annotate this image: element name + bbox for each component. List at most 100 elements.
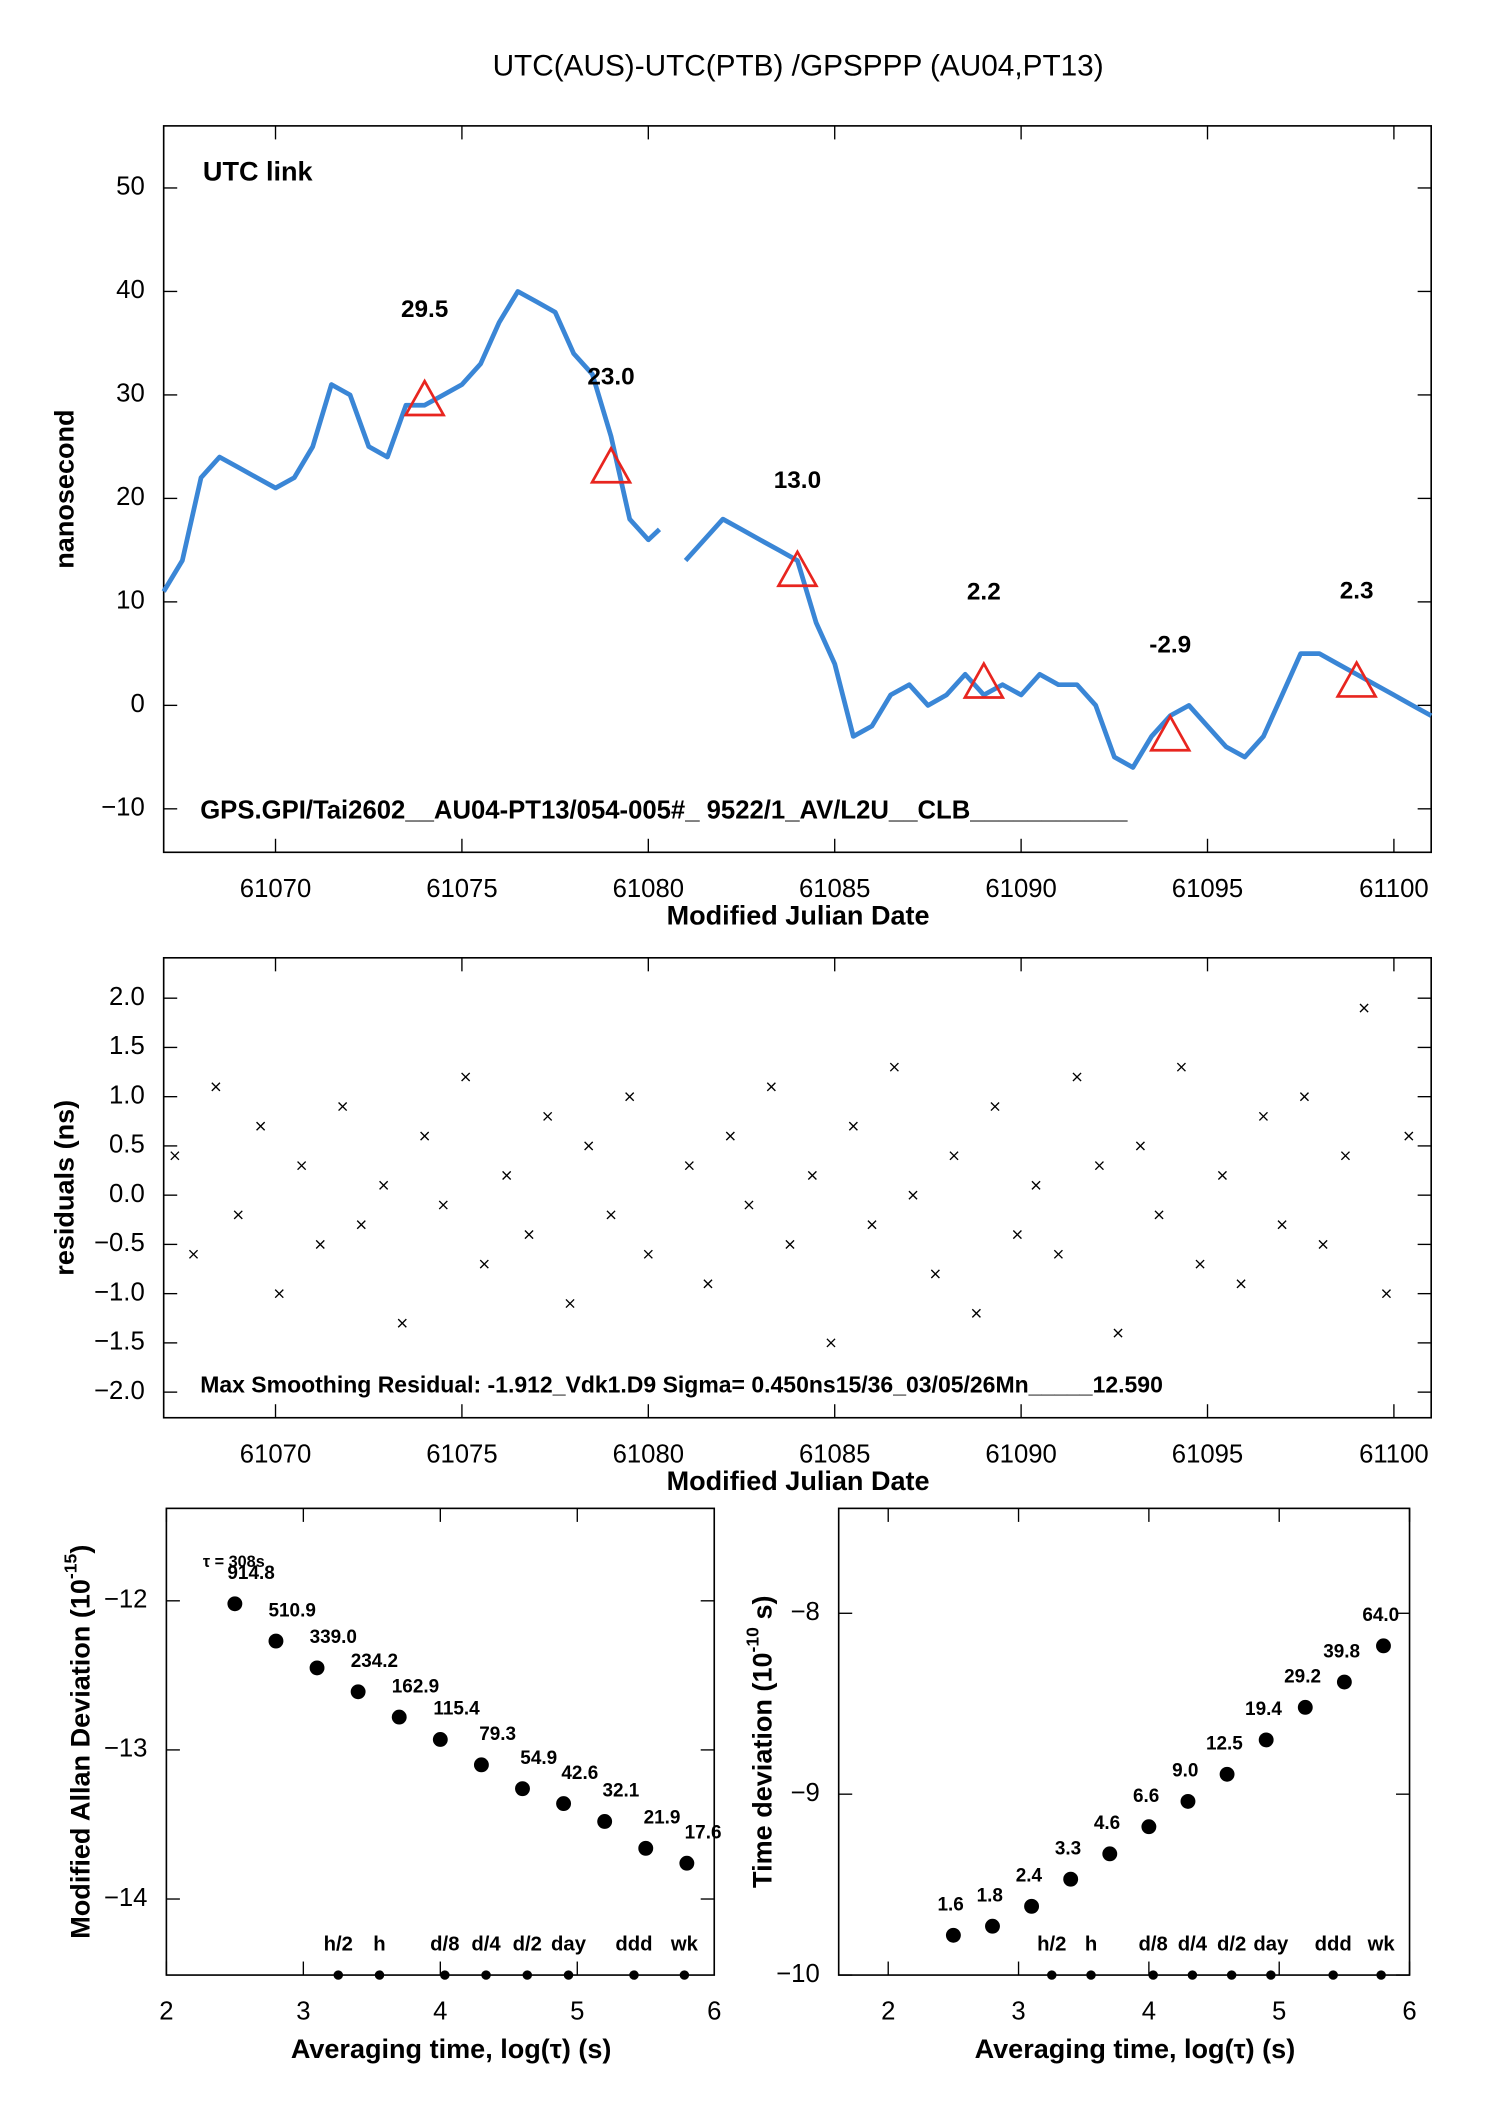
x-tick-label: 61080 bbox=[613, 875, 684, 903]
residual-point bbox=[1318, 1239, 1328, 1249]
data-point bbox=[1180, 1793, 1196, 1809]
x-tick-label: 61080 bbox=[613, 1440, 684, 1468]
y-axis-label: Time deviation (10-10 s) bbox=[742, 1595, 777, 1887]
residual-point bbox=[867, 1220, 877, 1230]
y-tick-label: −1.0 bbox=[94, 1278, 145, 1306]
residual-point bbox=[1135, 1141, 1145, 1151]
residual-point bbox=[1094, 1161, 1104, 1171]
interval-dot bbox=[629, 1970, 639, 1980]
interval-label: d/4 bbox=[1178, 1934, 1208, 1956]
interval-label: day bbox=[551, 1934, 587, 1956]
point-label: 64.0 bbox=[1362, 1605, 1399, 1626]
residual-point bbox=[930, 1269, 940, 1279]
triangle-marker bbox=[1335, 659, 1378, 698]
residual-point bbox=[1404, 1131, 1414, 1141]
y-axis-label-text: residuals (ns) bbox=[49, 1100, 79, 1276]
marker-label: 29.5 bbox=[401, 296, 448, 323]
figure-title: UTC(AUS)-UTC(PTB) /GPSPPP (AU04,PT13) bbox=[493, 50, 1104, 83]
x-tick-label: 6 bbox=[707, 1998, 721, 2026]
x-tick-label: 61100 bbox=[1359, 1440, 1429, 1468]
y-tick-label: −10 bbox=[776, 1960, 820, 1988]
data-point bbox=[1258, 1732, 1274, 1748]
interval-label: h/2 bbox=[324, 1934, 353, 1956]
residual-point bbox=[785, 1239, 795, 1249]
data-point bbox=[556, 1796, 572, 1812]
plot-frame bbox=[162, 956, 1432, 1419]
annotation: UTC link bbox=[203, 156, 314, 186]
interval-dot bbox=[1086, 1970, 1096, 1980]
interval-dot bbox=[374, 1970, 385, 1980]
data-point bbox=[432, 1732, 448, 1747]
x-axis-label: Modified Julian Date bbox=[667, 900, 930, 930]
data-point bbox=[945, 1927, 961, 1943]
y-axis-label: residuals (ns) bbox=[49, 1100, 79, 1276]
data-line bbox=[161, 289, 1433, 770]
data-point bbox=[985, 1918, 1000, 1934]
plot-frame bbox=[837, 1507, 1411, 1976]
residual-point bbox=[1299, 1092, 1309, 1102]
footer-note: Max Smoothing Residual: -1.912_Vdk1.D9 S… bbox=[200, 1372, 1163, 1398]
data-point bbox=[1063, 1871, 1079, 1887]
y-tick-label: −9 bbox=[790, 1779, 819, 1807]
y-axis-label: Modified Allan Deviation (10-15) bbox=[60, 1545, 95, 1939]
residual-point bbox=[502, 1170, 512, 1180]
data-point bbox=[391, 1709, 407, 1725]
data-point bbox=[679, 1855, 695, 1871]
residual-point bbox=[766, 1082, 776, 1092]
marker-label: 2.3 bbox=[1340, 578, 1374, 605]
residual-point bbox=[1072, 1072, 1082, 1082]
x-tick-label: 61100 bbox=[1359, 875, 1429, 903]
y-axis-label-exponent: -15 bbox=[60, 1553, 80, 1579]
interval-label: ddd bbox=[1315, 1934, 1352, 1956]
y-tick-label: 20 bbox=[116, 483, 145, 511]
residual-point bbox=[725, 1131, 735, 1141]
interval-dot bbox=[440, 1970, 450, 1980]
x-axis-label: Averaging time, log(τ) (s) bbox=[291, 2034, 612, 2064]
residual-point bbox=[584, 1141, 594, 1151]
y-tick-label: −10 bbox=[101, 794, 145, 822]
residual-point bbox=[1277, 1220, 1287, 1230]
residual-point bbox=[297, 1161, 307, 1171]
interval-label: d/8 bbox=[430, 1934, 459, 1956]
data-point bbox=[268, 1633, 284, 1649]
data-point bbox=[1376, 1638, 1391, 1654]
residual-point bbox=[703, 1279, 713, 1289]
x-tick-label: 2 bbox=[159, 1998, 173, 2026]
triangle-marker bbox=[962, 660, 1006, 699]
interval-dot bbox=[1226, 1970, 1237, 1980]
y-axis-label-text: nanosecond bbox=[49, 409, 79, 568]
x-tick-label: 4 bbox=[433, 1998, 447, 2026]
residual-point bbox=[438, 1200, 448, 1210]
y-axis-label-text: Modified Allan Deviation (10 bbox=[66, 1579, 96, 1939]
y-tick-label: 30 bbox=[116, 380, 145, 408]
residual-point bbox=[1340, 1151, 1350, 1161]
point-label: 9.0 bbox=[1172, 1761, 1198, 1782]
residual-point bbox=[543, 1111, 553, 1121]
residual-point bbox=[606, 1210, 616, 1220]
residual-point bbox=[684, 1161, 694, 1171]
y-tick-label: −2.0 bbox=[94, 1377, 145, 1405]
residual-point bbox=[211, 1082, 221, 1092]
y-tick-label: 1.5 bbox=[109, 1032, 145, 1060]
point-label: 54.9 bbox=[520, 1748, 557, 1769]
y-tick-label: −1.5 bbox=[94, 1328, 145, 1356]
data-point bbox=[1102, 1846, 1118, 1862]
x-axis-label: Averaging time, log(τ) (s) bbox=[975, 2034, 1296, 2064]
residual-point bbox=[971, 1308, 981, 1318]
interval-dot bbox=[333, 1970, 344, 1980]
point-label: 1.8 bbox=[977, 1885, 1003, 1906]
point-label: 162.9 bbox=[392, 1676, 439, 1697]
interval-label: h bbox=[373, 1934, 385, 1956]
interval-dot bbox=[1047, 1970, 1057, 1980]
data-point bbox=[309, 1660, 325, 1676]
residual-point bbox=[256, 1121, 266, 1131]
interval-dot bbox=[1148, 1970, 1158, 1980]
x-tick-label: 61075 bbox=[426, 1440, 497, 1468]
marker-label: 13.0 bbox=[774, 467, 821, 494]
interval-dot bbox=[1266, 1970, 1276, 1980]
residual-point bbox=[1359, 1003, 1369, 1013]
point-label: 6.6 bbox=[1133, 1786, 1159, 1807]
data-point bbox=[597, 1814, 613, 1829]
